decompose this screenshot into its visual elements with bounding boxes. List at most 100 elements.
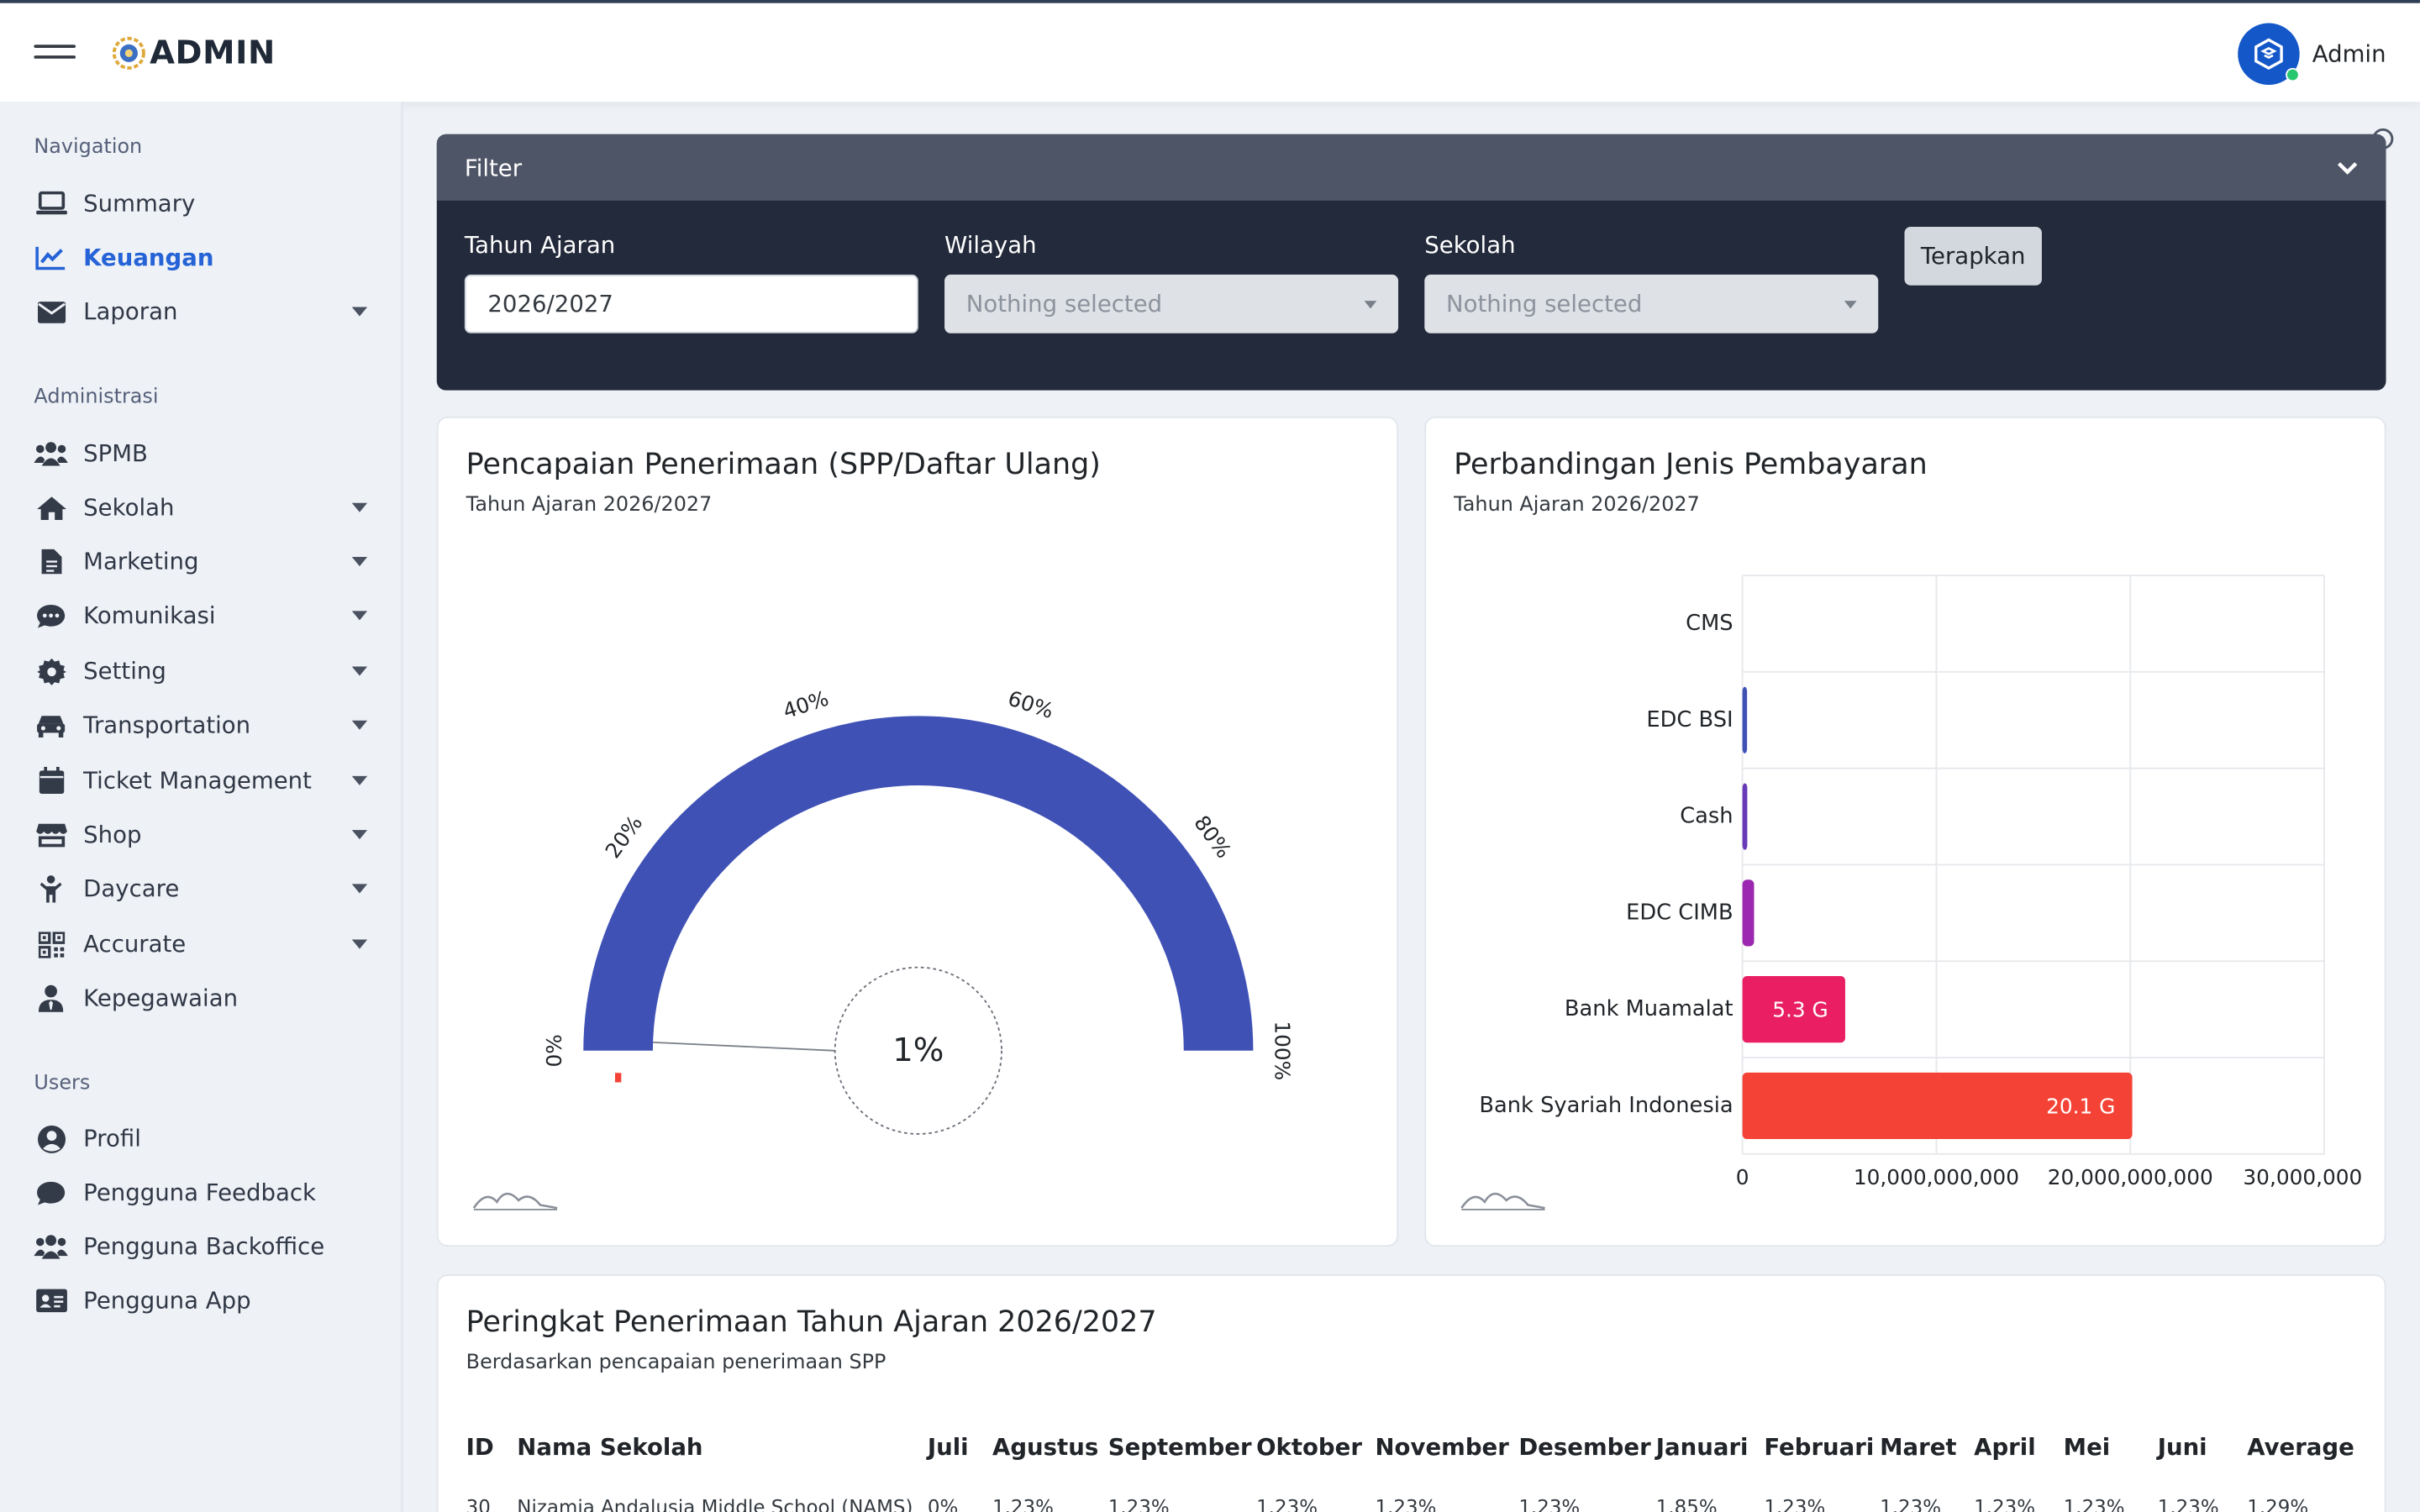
- sidebar-item-marketing[interactable]: Marketing: [34, 542, 376, 582]
- chevron-down-icon: [351, 775, 368, 785]
- sidebar-item-label: Pengguna App: [83, 1286, 251, 1315]
- user-name: Admin: [2312, 39, 2386, 68]
- top-bar: ADMIN Admin: [0, 0, 2420, 102]
- tahun-ajaran-label: Tahun Ajaran: [464, 231, 616, 260]
- sidebar-item-daycare[interactable]: Daycare: [34, 869, 376, 909]
- cell-april: 1.23%: [1974, 1494, 2036, 1512]
- sidebar-item-profil[interactable]: Profil: [34, 1119, 376, 1159]
- sidebar-item-shop[interactable]: Shop: [34, 815, 376, 855]
- column-header-januari[interactable]: Januari: [1655, 1433, 1749, 1462]
- cell-februari: 1.23%: [1764, 1494, 1826, 1512]
- comment-icon: [34, 1177, 67, 1208]
- cell-september: 1.23%: [1107, 1494, 1170, 1512]
- sidebar-item-spmb[interactable]: SPMB: [34, 433, 376, 474]
- sidebar-item-ticket-management[interactable]: Ticket Management: [34, 760, 376, 801]
- sidebar-item-label: Keuangan: [83, 244, 214, 272]
- sidebar-item-sekolah[interactable]: Sekolah: [34, 487, 376, 528]
- avatar[interactable]: [2238, 23, 2301, 86]
- column-header-juni[interactable]: Juni: [2157, 1433, 2207, 1462]
- column-header-mei[interactable]: Mei: [2063, 1433, 2111, 1462]
- filter-header[interactable]: Filter: [436, 134, 2386, 201]
- ranking-subtitle: Berdasarkan pencapaian penerimaan SPP: [466, 1351, 886, 1375]
- sidebar-item-pengguna-feedback[interactable]: Pengguna Feedback: [34, 1173, 376, 1213]
- refresh-icon[interactable]: [2370, 127, 2395, 151]
- user-tie-icon: [34, 983, 67, 1014]
- column-header-september[interactable]: September: [1107, 1433, 1252, 1462]
- gauge-card-title: Pencapaian Penerimaan (SPP/Daftar Ulang): [466, 447, 1101, 482]
- terapkan-button[interactable]: Terapkan: [1904, 226, 2042, 286]
- chart-line-icon: [34, 242, 67, 273]
- file-icon: [34, 546, 67, 577]
- column-header-average[interactable]: Average: [2247, 1433, 2354, 1462]
- online-status-dot: [2286, 67, 2301, 82]
- nav-section-administrasi: Administrasi: [34, 386, 159, 409]
- column-header-juli[interactable]: Juli: [927, 1433, 969, 1462]
- filter-panel: Filter Tahun Ajaran 2026/2027 Wilayah No…: [436, 134, 2386, 391]
- cell-agustus: 1.23%: [992, 1494, 1054, 1512]
- sidebar-item-komunikasi[interactable]: Komunikasi: [34, 596, 376, 636]
- sidebar-item-pengguna-backoffice[interactable]: Pengguna Backoffice: [34, 1226, 376, 1267]
- column-header-nama-sekolah[interactable]: Nama Sekolah: [517, 1433, 703, 1462]
- sidebar-item-label: Pengguna Backoffice: [83, 1232, 325, 1261]
- column-header-november[interactable]: November: [1375, 1433, 1509, 1462]
- bar: [1742, 783, 1748, 850]
- cell-juli: 0%: [927, 1494, 959, 1512]
- user-menu[interactable]: Admin: [2238, 23, 2386, 86]
- gauge-tick-label: 100%: [1270, 1021, 1294, 1080]
- sidebar-item-label: Shop: [83, 821, 142, 849]
- column-header-id[interactable]: ID: [466, 1433, 494, 1462]
- chevron-down-icon: [351, 830, 368, 840]
- gauge-card: Pencapaian Penerimaan (SPP/Daftar Ulang)…: [436, 416, 1399, 1247]
- tahun-ajaran-value: 2026/2027: [487, 290, 613, 318]
- tahun-ajaran-input[interactable]: 2026/2027: [464, 274, 918, 333]
- sidebar-item-kepegawaian[interactable]: Kepegawaian: [34, 978, 376, 1018]
- gauge-tick-label: 40%: [780, 686, 831, 724]
- cell-november: 1.23%: [1375, 1494, 1437, 1512]
- data-label: 20.1 G: [2046, 1094, 2115, 1118]
- hamburger-menu-icon[interactable]: [34, 45, 76, 63]
- school-logo-icon: [2254, 38, 2284, 71]
- gauge-needle: [653, 1041, 835, 1052]
- column-header-agustus[interactable]: Agustus: [992, 1433, 1099, 1462]
- sidebar-item-summary[interactable]: Summary: [34, 184, 376, 224]
- column-header-oktober[interactable]: Oktober: [1256, 1433, 1362, 1462]
- cell-nama-sekolah: Nizamia Andalusia Middle School (NAMS): [517, 1494, 913, 1512]
- bar: [1742, 1072, 2133, 1140]
- wilayah-select[interactable]: Nothing selected: [944, 274, 1399, 333]
- brand-logo-icon: [112, 35, 145, 69]
- chevron-down-icon: [1844, 300, 1857, 308]
- users-icon: [34, 438, 68, 470]
- column-header-desember[interactable]: Desember: [1518, 1433, 1651, 1462]
- data-label: 5.3 G: [1772, 997, 1828, 1021]
- chart-wave-icon[interactable]: [472, 1186, 559, 1210]
- sidebar-item-pengguna-app[interactable]: Pengguna App: [34, 1280, 376, 1320]
- category-label: Cash: [1680, 804, 1733, 829]
- gauge-center-circle: [834, 966, 1002, 1135]
- envelope-icon: [34, 297, 67, 328]
- bar-card-subtitle: Tahun Ajaran 2026/2027: [1454, 493, 1700, 517]
- sidebar-item-label: Kepegawaian: [83, 984, 239, 1012]
- sidebar-item-accurate[interactable]: Accurate: [34, 924, 376, 964]
- x-tick-label: 10,000,000,000: [1854, 1165, 2019, 1189]
- chevron-down-icon[interactable]: [2337, 160, 2359, 175]
- wilayah-label: Wilayah: [944, 231, 1037, 260]
- sidebar-item-transportation[interactable]: Transportation: [34, 705, 376, 745]
- gauge-tick-label: 60%: [1005, 686, 1056, 724]
- brand-title: ADMIN: [150, 34, 276, 71]
- laptop-icon: [34, 188, 67, 219]
- column-header-april[interactable]: April: [1974, 1433, 2036, 1462]
- sidebar-item-laporan[interactable]: Laporan: [34, 291, 376, 332]
- table-row[interactable]: 30 Nizamia Andalusia Middle School (NAMS…: [466, 1477, 2359, 1512]
- gauge-value-label: 1%: [892, 1032, 944, 1069]
- brand[interactable]: ADMIN: [111, 34, 276, 71]
- sidebar-item-setting[interactable]: Setting: [34, 651, 376, 691]
- gear-icon: [34, 656, 67, 687]
- sidebar-item-keuangan[interactable]: Keuangan: [34, 238, 376, 278]
- cell-mei: 1.23%: [2063, 1494, 2125, 1512]
- sidebar-item-label: Pengguna Feedback: [83, 1179, 316, 1207]
- chart-wave-icon[interactable]: [1460, 1186, 1547, 1210]
- column-header-februari[interactable]: Februari: [1764, 1433, 1875, 1462]
- column-header-maret[interactable]: Maret: [1880, 1433, 1957, 1462]
- sidebar-item-label: Accurate: [83, 930, 187, 958]
- sekolah-select[interactable]: Nothing selected: [1424, 274, 1879, 333]
